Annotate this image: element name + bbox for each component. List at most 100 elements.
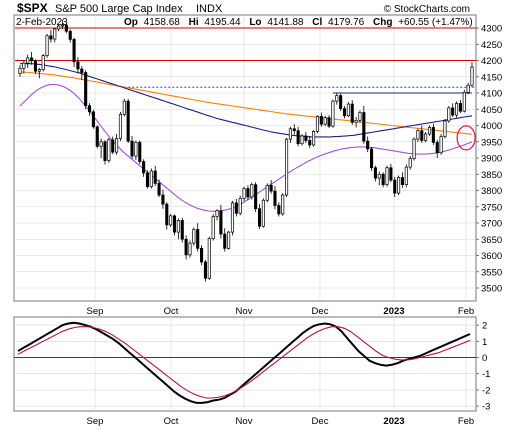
candle-body xyxy=(416,130,420,140)
bottom-y-tick-label: -2 xyxy=(482,385,490,396)
candle-body xyxy=(354,119,358,123)
candle-body xyxy=(138,142,142,162)
candle-body xyxy=(153,170,157,184)
candle-body xyxy=(37,69,41,72)
candle-body xyxy=(424,133,428,141)
candle-body xyxy=(161,194,165,205)
top-x-axis: Sep Oct Nov Dec 2023 Feb xyxy=(87,306,475,317)
candle-body xyxy=(412,138,416,159)
close-label: Cl xyxy=(312,17,322,28)
candle-body xyxy=(95,126,99,147)
candle-body xyxy=(327,117,331,127)
candle-body xyxy=(315,116,320,132)
watermark: © StockCharts.com xyxy=(384,4,470,15)
candle-body xyxy=(234,202,238,214)
candle-body xyxy=(111,139,115,153)
candle-body xyxy=(84,72,88,107)
bottom-y-tick-label: 0 xyxy=(482,353,487,364)
top-y-tick-label: 3750 xyxy=(481,202,502,213)
ma-navy-line xyxy=(20,63,473,138)
exchange-label: INDX xyxy=(196,3,223,15)
bottom-layers xyxy=(14,321,476,404)
candle-body xyxy=(435,142,439,154)
bottom-x-tick-label: Sep xyxy=(87,416,104,427)
candle-body xyxy=(134,142,138,157)
candle-body xyxy=(254,184,258,210)
candle-body xyxy=(439,136,443,154)
date-label: 2-Feb-2023 xyxy=(16,17,68,28)
candle-body xyxy=(176,220,180,233)
candle-body xyxy=(149,170,153,187)
low-label: Lo xyxy=(249,17,261,28)
candle-body xyxy=(126,100,130,142)
candle-body xyxy=(346,103,350,117)
candle-body xyxy=(304,135,308,141)
candle-body xyxy=(68,30,72,40)
candle-body xyxy=(200,248,204,263)
top-y-tick-label: 3650 xyxy=(481,235,502,246)
bottom-y-tick-label: -3 xyxy=(482,402,490,413)
top-y-tick-label: 3950 xyxy=(481,137,502,148)
top-x-tick-label: Sep xyxy=(87,306,104,317)
candle-body xyxy=(26,57,30,64)
candle-body xyxy=(215,210,219,217)
candle-body xyxy=(443,120,447,137)
header: $SPX S&P 500 Large Cap Index INDX © Stoc… xyxy=(16,1,473,28)
candle-body xyxy=(273,190,277,206)
candle-body xyxy=(400,177,405,186)
bottom-x-tick-label: Dec xyxy=(312,416,329,427)
candle-body xyxy=(381,173,385,185)
symbol-label: $SPX xyxy=(17,1,48,15)
top-y-tick-label: 3850 xyxy=(481,170,502,181)
top-y-tick-label: 3550 xyxy=(481,267,502,278)
candle-body xyxy=(462,91,466,112)
bottom-y-axis: -3 -2 -1 0 1 2 xyxy=(476,321,490,413)
candle-body xyxy=(41,55,45,70)
candle-body xyxy=(76,61,80,70)
candle-body xyxy=(277,205,281,215)
candle-body xyxy=(300,135,304,145)
candle-body xyxy=(261,199,265,227)
candle-body xyxy=(107,139,111,161)
candle-body xyxy=(265,184,269,201)
top-y-tick-label: 3600 xyxy=(481,251,502,262)
top-layers xyxy=(15,19,476,282)
candle-body xyxy=(366,140,370,150)
candle-body xyxy=(172,215,177,233)
candle-body xyxy=(377,173,381,179)
candle-body xyxy=(130,140,134,157)
candle-body xyxy=(30,57,34,62)
candle-body xyxy=(308,140,312,146)
high-value: 4195.44 xyxy=(204,17,241,28)
candle-body xyxy=(420,130,424,141)
bottom-x-axis: Sep Oct Nov Dec 2023 Feb xyxy=(87,416,475,427)
candle-body xyxy=(145,172,150,187)
candle-body xyxy=(57,25,61,30)
top-y-tick-label: 4300 xyxy=(481,24,502,35)
candle-body xyxy=(223,233,227,249)
candle-body xyxy=(157,183,161,196)
bottom-plot-frame xyxy=(13,316,477,412)
candle-body xyxy=(49,35,53,40)
top-y-axis: 3500 3550 3600 3650 3700 3750 3800 3850 3900 3950… xyxy=(476,24,502,295)
candle-body xyxy=(60,24,65,27)
low-value: 4141.88 xyxy=(267,17,304,28)
candle-body xyxy=(246,188,250,198)
candle-body xyxy=(257,208,262,227)
candle-body xyxy=(99,141,103,147)
candle-body xyxy=(323,117,327,125)
top-y-tick-label: 4100 xyxy=(481,89,502,100)
top-y-tick-label: 4200 xyxy=(481,56,502,67)
top-y-tick-label: 3900 xyxy=(481,154,502,165)
candle-body xyxy=(404,166,408,186)
candle-body xyxy=(373,167,377,179)
candle-body xyxy=(22,62,26,69)
oscillator-line-1 xyxy=(17,326,471,399)
candle-body xyxy=(470,66,474,86)
bottom-grid xyxy=(14,317,476,411)
top-x-tick-label: Feb xyxy=(458,306,474,317)
candle-body xyxy=(165,203,169,226)
top-x-tick-label: Oct xyxy=(164,306,179,317)
index-name: S&P 500 Large Cap Index xyxy=(55,3,183,15)
candle-body xyxy=(242,188,246,199)
